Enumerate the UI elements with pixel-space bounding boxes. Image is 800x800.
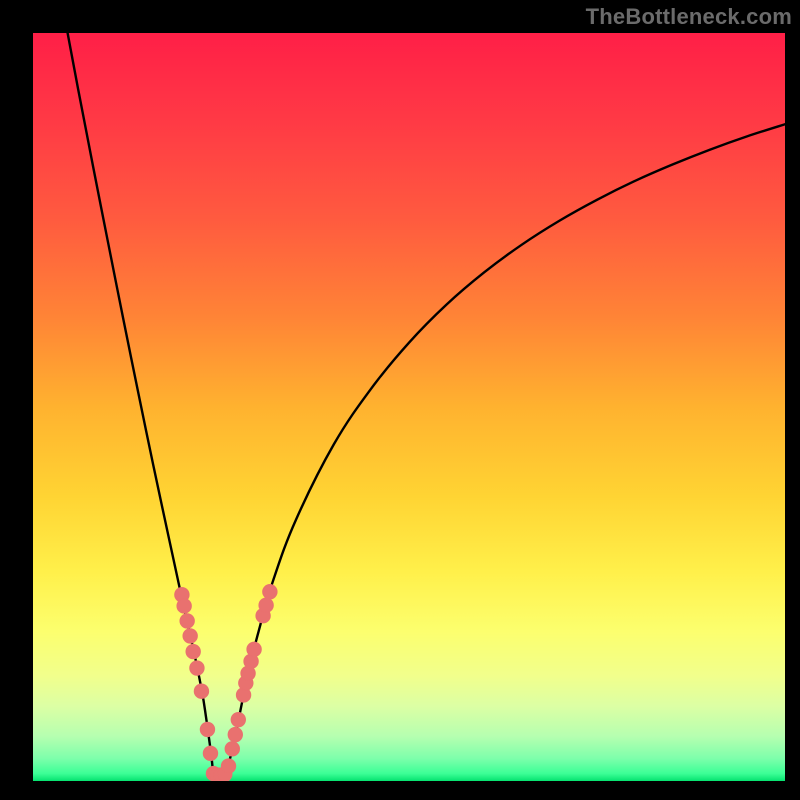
data-marker xyxy=(247,642,261,656)
data-marker xyxy=(231,712,245,726)
data-marker xyxy=(263,585,277,599)
data-marker xyxy=(186,644,200,658)
data-marker xyxy=(180,614,194,628)
chart-stage: TheBottleneck.com xyxy=(0,0,800,800)
data-marker xyxy=(221,759,235,773)
data-marker xyxy=(259,598,273,612)
data-marker xyxy=(228,727,242,741)
data-marker xyxy=(225,742,239,756)
data-marker xyxy=(190,661,204,675)
chart-svg xyxy=(33,33,785,781)
data-marker xyxy=(177,599,191,613)
data-marker xyxy=(203,746,217,760)
watermark-text: TheBottleneck.com xyxy=(586,4,792,30)
data-marker xyxy=(183,629,197,643)
bottleneck-curve xyxy=(68,33,785,776)
plot-area xyxy=(33,33,785,781)
data-marker xyxy=(200,722,214,736)
data-marker xyxy=(194,684,208,698)
